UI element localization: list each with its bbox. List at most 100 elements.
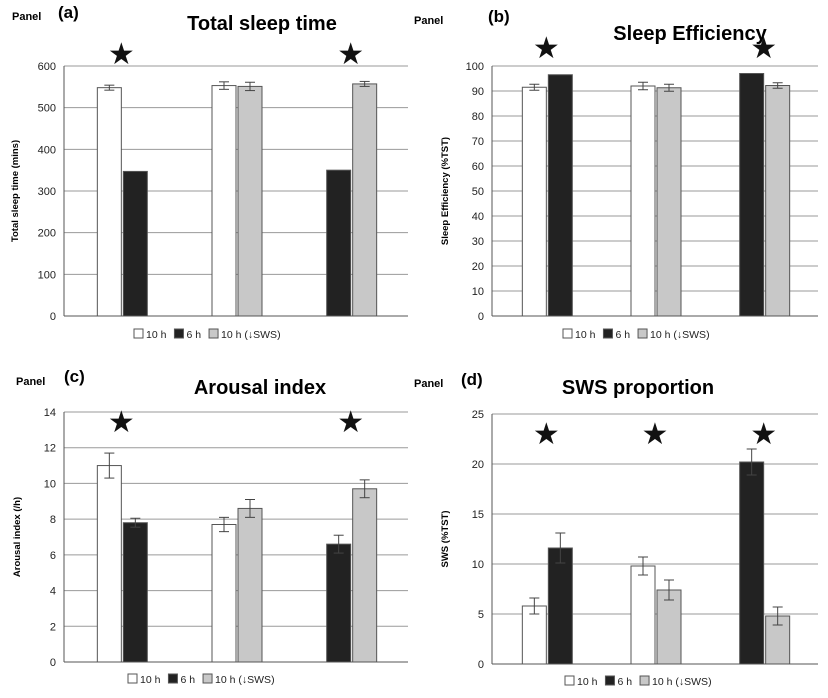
bar xyxy=(353,489,377,662)
y-axis-label: Sleep Efficiency (%TST) xyxy=(440,137,451,245)
y-tick-label: 300 xyxy=(38,186,56,198)
y-tick-label: 100 xyxy=(466,61,484,73)
legend-swatch xyxy=(203,674,212,683)
legend-label: 10 h (↓SWS) xyxy=(221,329,281,341)
bar xyxy=(212,86,236,316)
y-tick-label: 0 xyxy=(50,657,56,669)
bar xyxy=(548,548,572,664)
y-tick-label: 600 xyxy=(38,61,56,73)
legend-label: 10 h xyxy=(575,329,596,341)
bar xyxy=(740,462,764,664)
bar xyxy=(327,170,351,316)
bar xyxy=(353,84,377,316)
bar xyxy=(740,74,764,317)
bar xyxy=(522,87,546,316)
panel-word-label: Panel xyxy=(12,11,41,23)
legend-label: 10 h xyxy=(140,674,161,686)
bar xyxy=(631,86,655,316)
y-axis-label: SWS (%TST) xyxy=(440,511,451,568)
bar xyxy=(123,171,147,316)
legend-label: 10 h (↓SWS) xyxy=(650,329,710,341)
legend-label: 10 h (↓SWS) xyxy=(652,676,712,688)
y-tick-label: 100 xyxy=(38,269,56,281)
panel-letter-label: (c) xyxy=(64,367,85,386)
legend-swatch xyxy=(605,676,614,685)
y-tick-label: 4 xyxy=(50,586,56,598)
legend-label: 6 h xyxy=(617,676,632,688)
bar xyxy=(766,86,790,317)
panel-word-label: Panel xyxy=(414,378,443,390)
y-tick-label: 6 xyxy=(50,550,56,562)
legend-swatch xyxy=(603,329,612,338)
bar xyxy=(657,88,681,316)
panel-letter-label: (d) xyxy=(461,370,483,389)
legend-swatch xyxy=(174,329,183,338)
legend-swatch xyxy=(134,329,143,338)
significance-star: ★ xyxy=(337,406,364,439)
significance-star: ★ xyxy=(337,38,364,71)
y-tick-label: 2 xyxy=(50,621,56,633)
panel-word-label: Panel xyxy=(16,376,45,388)
y-tick-label: 8 xyxy=(50,514,56,526)
legend-swatch xyxy=(168,674,177,683)
y-tick-label: 10 xyxy=(44,478,56,490)
y-tick-label: 90 xyxy=(472,86,484,98)
legend-swatch xyxy=(128,674,137,683)
significance-star: ★ xyxy=(750,418,777,451)
significance-star: ★ xyxy=(642,418,669,451)
chart-title: Arousal index xyxy=(194,377,326,399)
legend: 10 h 6 h 10 h (↓SWS) xyxy=(128,674,275,686)
bar xyxy=(97,88,121,316)
panel-letter-label: (b) xyxy=(488,7,510,26)
y-axis-label: Total sleep time (mins) xyxy=(10,140,21,242)
y-axis-label: Arousal index (/h) xyxy=(12,497,23,577)
bar xyxy=(238,86,262,316)
significance-star: ★ xyxy=(108,406,135,439)
y-tick-label: 0 xyxy=(50,311,56,323)
legend-swatch xyxy=(640,676,649,685)
chart-title: SWS proportion xyxy=(562,377,714,399)
y-tick-label: 400 xyxy=(38,144,56,156)
y-tick-label: 500 xyxy=(38,103,56,115)
y-tick-label: 200 xyxy=(38,228,56,240)
bar xyxy=(97,466,121,662)
legend-swatch xyxy=(638,329,647,338)
y-tick-label: 20 xyxy=(472,459,484,471)
chart-title: Sleep Efficiency xyxy=(613,23,767,45)
legend-label: 10 h (↓SWS) xyxy=(215,674,275,686)
legend-label: 6 h xyxy=(186,329,201,341)
chart-panel-c: 0 2 4 6 8 10 12 14 Arousal index (/h) Panel (c) Aro… xyxy=(12,367,408,686)
bar xyxy=(522,606,546,664)
significance-star: ★ xyxy=(533,32,560,65)
significance-star: ★ xyxy=(108,38,135,71)
legend: 10 h 6 h 10 h (↓SWS) xyxy=(134,329,281,341)
y-tick-label: 25 xyxy=(472,409,484,421)
panel-letter-label: (a) xyxy=(58,3,79,22)
chart-panel-b: 0 10 20 30 40 50 60 70 80 90 100 Sleep Efficiency (… xyxy=(414,7,818,341)
y-tick-label: 70 xyxy=(472,136,484,148)
legend-swatch xyxy=(209,329,218,338)
significance-star: ★ xyxy=(750,32,777,65)
y-tick-label: 50 xyxy=(472,186,484,198)
legend: 10 h 6 h 10 h (↓SWS) xyxy=(563,329,710,341)
bar xyxy=(631,566,655,664)
y-tick-label: 60 xyxy=(472,161,484,173)
legend: 10 h 6 h 10 h (↓SWS) xyxy=(565,676,712,688)
legend-swatch xyxy=(565,676,574,685)
y-tick-label: 14 xyxy=(44,407,56,419)
y-tick-label: 40 xyxy=(472,211,484,223)
bar xyxy=(212,525,236,663)
legend-label: 6 h xyxy=(615,329,630,341)
y-tick-label: 15 xyxy=(472,509,484,521)
y-tick-label: 10 xyxy=(472,286,484,298)
bar xyxy=(548,75,572,316)
y-tick-label: 20 xyxy=(472,261,484,273)
chart-panel-a: 0 100 200 300 400 500 600 Total sleep time (min… xyxy=(10,3,408,341)
y-tick-label: 0 xyxy=(478,659,484,671)
chart-panel-d: 0 5 10 15 20 25 SWS (%TST) Panel (d) SWS proporti… xyxy=(414,370,818,688)
panel-word-label: Panel xyxy=(414,15,443,27)
bar xyxy=(327,544,351,662)
y-tick-label: 80 xyxy=(472,111,484,123)
